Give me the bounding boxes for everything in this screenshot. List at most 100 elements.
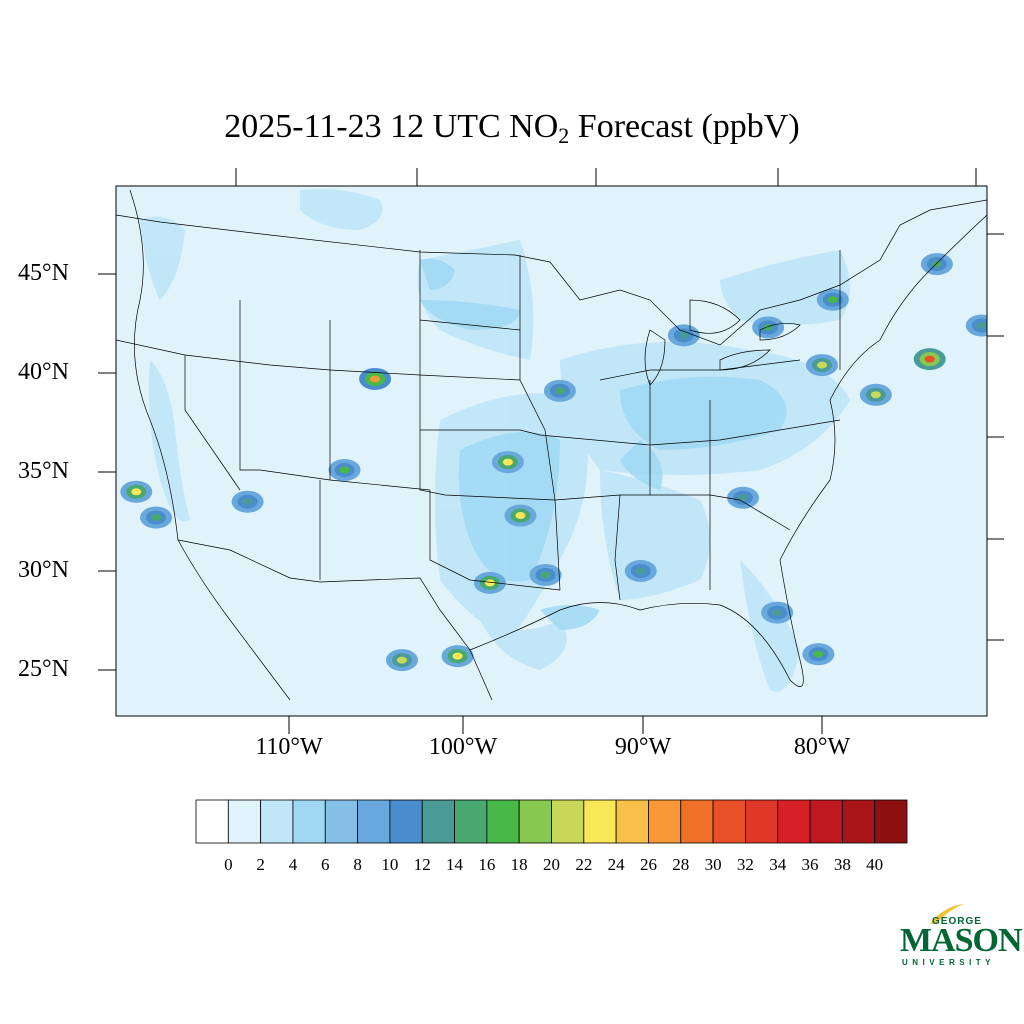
no2-hotspot (200, 148, 220, 162)
great-lakes (644, 299, 801, 386)
no2-hotspot (58, 219, 68, 226)
no2-hotspot (47, 406, 79, 428)
colorbar-swatch (486, 799, 520, 844)
no2-hotspot (817, 361, 827, 369)
map-ticks (98, 168, 1004, 734)
logo-university: UNIVERSITY (902, 958, 996, 967)
lon-label-110w: 110°W (255, 734, 323, 760)
state-lines (116, 250, 841, 601)
no2-hotspot (870, 391, 881, 399)
colorbar-swatch (357, 799, 391, 844)
logo-mason: MASON (900, 922, 1023, 959)
no2-hotspot (339, 466, 350, 474)
colorbar-swatch (551, 799, 585, 844)
border-lines (116, 189, 987, 701)
no2-hotspot (678, 331, 689, 339)
lon-label-80w: 80°W (793, 734, 851, 760)
no2-hotspot (396, 656, 407, 664)
colorbar-tick-label: 2 (256, 855, 265, 874)
lat-label-25: 25°N (18, 656, 69, 682)
colorbar-tick-label: 8 (353, 855, 362, 874)
colorbar-swatch (454, 799, 488, 844)
no2-hotspot (515, 512, 526, 520)
colorbar-tick-label: 4 (288, 855, 298, 874)
no2-hotspot (924, 355, 935, 363)
no2-hotspot (151, 514, 162, 522)
colorbar-tick-label: 0 (224, 855, 233, 874)
colorbar-swatch (292, 799, 326, 844)
colorbar-tick-label: 40 (866, 855, 884, 874)
no2-hotspot (452, 652, 463, 660)
no2-hotspot (827, 296, 838, 304)
no2-hotspot (502, 458, 513, 466)
colorbar-swatch (712, 799, 746, 844)
colorbar-tick-label: 32 (736, 855, 754, 874)
chart-title: 2025-11-23 12 UTC NO2 Forecast (ppbV) (0, 108, 1024, 148)
lon-label-100w: 100°W (428, 734, 498, 760)
colorbar-swatch (195, 799, 229, 844)
no2-hotspot (58, 413, 68, 420)
colorbar-swatch (874, 799, 908, 844)
us-canada-border (116, 199, 987, 346)
lat-label-45: 45°N (18, 260, 69, 286)
coastline-west (129, 189, 291, 701)
colorbar-tick-label: 28 (672, 855, 690, 874)
colorbar (195, 799, 908, 844)
colorbar-tick-label: 6 (321, 855, 330, 874)
colorbar-swatch (648, 799, 682, 844)
colorbar-tick-label: 18 (510, 855, 528, 874)
colorbar-tick-label: 20 (543, 855, 560, 874)
no2-hotspot (635, 567, 646, 575)
no2-hotspot (738, 494, 749, 502)
no2-hotspot (763, 323, 774, 331)
no2-hotspot (772, 609, 783, 617)
no2-hotspot (205, 152, 215, 159)
colorbar-swatch (583, 799, 617, 844)
title-subscript: 2 (558, 123, 570, 148)
lat-label-35: 35°N (18, 458, 69, 484)
coastline-gulf-east (469, 214, 987, 687)
colorbar-tick-label: 36 (801, 855, 819, 874)
colorbar-swatch (227, 799, 262, 844)
no2-hotspot (131, 488, 142, 496)
colorbar-swatch (615, 799, 649, 844)
lat-label-40: 40°N (18, 359, 69, 385)
lat-label-30: 30°N (18, 557, 69, 583)
title-suffix: Forecast (ppbV) (569, 108, 800, 145)
colorbar-swatch (777, 799, 811, 844)
no2-hotspot (53, 410, 73, 424)
no2-hotspot (370, 375, 381, 383)
map-frame (115, 185, 988, 717)
colorbar-swatch (389, 799, 423, 844)
colorbar-tick-label: 16 (478, 855, 496, 874)
colorbar-tick-label: 30 (704, 855, 722, 874)
colorbar-tick-label: 24 (607, 855, 625, 874)
lon-label-90w: 90°W (614, 734, 672, 760)
colorbar-tick-label: 38 (833, 855, 851, 874)
colorbar-tick-label: 14 (446, 855, 464, 874)
colorbar-tick-label: 12 (413, 855, 431, 874)
us-mexico-border (177, 539, 493, 701)
no2-hotspot (813, 650, 824, 658)
hotspot-layer (47, 148, 987, 672)
no2-hotspot (540, 571, 551, 579)
colorbar-swatch (324, 799, 358, 844)
no2-hotspot (976, 321, 987, 329)
no2-hotspot (554, 387, 565, 395)
colorbar-tick-label: 22 (575, 855, 593, 874)
logo-swoosh-icon (930, 904, 964, 924)
logo-george: GEORGE (932, 916, 982, 927)
colorbar-tick-label: 34 (769, 855, 787, 874)
colorbar-swatch (680, 799, 714, 844)
no2-hotspot (242, 498, 253, 506)
colorbar-swatch (518, 799, 552, 844)
colorbar-swatch (841, 799, 876, 844)
no2-hotspot (47, 212, 79, 234)
colorbar-swatch (745, 799, 779, 844)
gmu-logo: GEORGE MASON UNIVERSITY (896, 902, 1023, 972)
plume-layer-2 (420, 258, 787, 630)
no2-hotspot (53, 216, 73, 230)
colorbar-tick-label: 10 (381, 855, 399, 874)
title-prefix: 2025-11-23 12 UTC NO (224, 108, 559, 145)
